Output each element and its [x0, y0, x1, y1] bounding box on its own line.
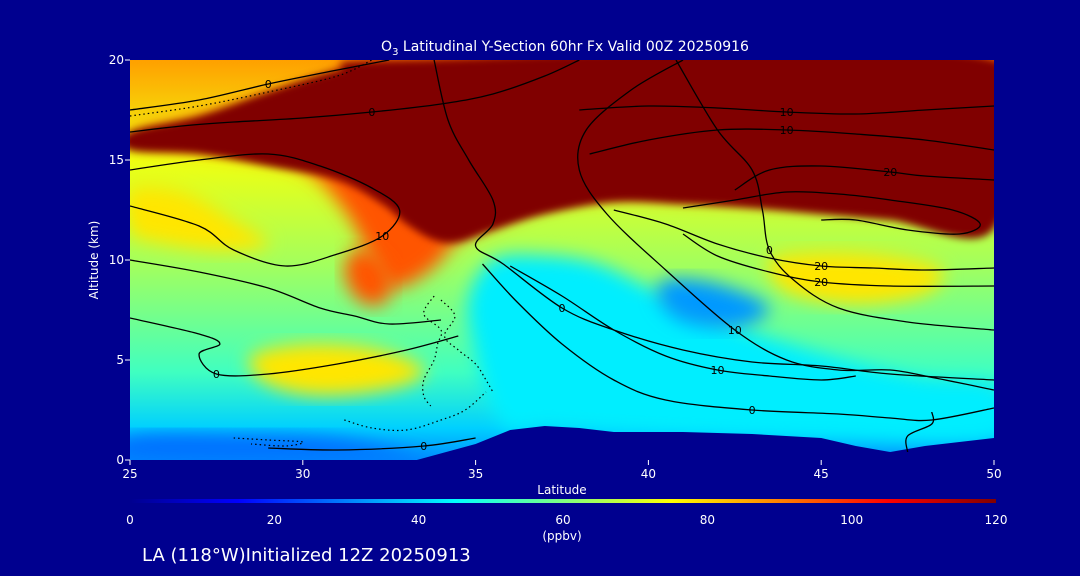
y-tick-label-0: 0 [116, 453, 124, 467]
contour-label-17: 0 [420, 440, 427, 453]
contour-label-12: 20 [814, 260, 828, 273]
contour-line-13 [682, 233, 994, 287]
contour-line-16 [905, 411, 935, 453]
y-tick-label-4: 20 [109, 53, 124, 67]
contour-label-7: 0 [766, 244, 773, 257]
contour-line-0 [130, 60, 390, 111]
region-2 [468, 255, 994, 442]
y-axis-ticks: 0 5 10 15 20 [109, 53, 130, 467]
contour-line-12 [613, 209, 994, 271]
dotted-contour-0 [130, 60, 373, 117]
x-axis-label: Latitude [537, 483, 586, 497]
chart-title-subscript: 3 [392, 47, 398, 58]
contour-line-14 [509, 265, 856, 381]
contour-label-9: 10 [780, 124, 794, 137]
x-tick-label-2: 35 [468, 467, 483, 481]
dotted-contour-4 [233, 437, 304, 447]
y-axis-label: Altitude (km) [87, 221, 101, 300]
colorbar-tick-label-6: 120 [985, 513, 1008, 527]
x-tick-label-1: 30 [295, 467, 310, 481]
contour-label-1: 0 [368, 106, 375, 119]
x-axis-ticks: 25 30 35 40 45 50 [122, 460, 1002, 481]
contour-line-6 [577, 60, 994, 391]
colorbar [130, 499, 996, 503]
contour-line-10 [734, 165, 994, 191]
region-1 [130, 60, 994, 243]
contour-line-2 [130, 153, 401, 267]
dotted-contour-1 [422, 295, 443, 407]
dotted-contour-3 [344, 391, 487, 432]
region-3 [248, 343, 426, 396]
contour-label-6: 10 [728, 324, 742, 337]
contour-label-8: 10 [780, 106, 794, 119]
footer-caption: LA (118°W)Initialized 12Z 20250913 [142, 545, 471, 566]
contour-label-5: 0 [559, 302, 566, 315]
contour-label-0: 0 [265, 78, 272, 91]
contour-label-13: 20 [814, 276, 828, 289]
y-tick-label-2: 10 [109, 253, 124, 267]
x-tick-label-4: 45 [814, 467, 829, 481]
concentration-regions [130, 60, 994, 460]
contour-label-10: 20 [883, 166, 897, 179]
colorbar-tick-label-5: 100 [840, 513, 863, 527]
region-5 [130, 186, 269, 251]
region-6 [344, 249, 393, 306]
contour-line-11 [682, 191, 981, 235]
contour-line-7 [675, 60, 994, 331]
terrain-mask [416, 426, 994, 460]
colorbar-tick-labels: 0 20 40 60 80 100 120 [126, 513, 1007, 527]
contour-lines: 0 0 10 0 0 10 0 10 10 20 20 20 10 0 0 [130, 60, 994, 453]
x-tick-label-0: 25 [122, 467, 137, 481]
chart-title: O3 Latitudinal Y-Section 60hr Fx Valid 0… [381, 39, 749, 58]
contour-line-8 [579, 105, 994, 115]
y-tick-label-3: 15 [109, 153, 124, 167]
contour-line-5 [433, 60, 994, 381]
colorbar-tick-label-3: 60 [555, 513, 570, 527]
x-tick-label-3: 40 [641, 467, 656, 481]
contour-line-1 [130, 60, 580, 133]
plot-area: 0 0 10 0 0 10 0 10 10 20 20 20 10 0 0 [130, 60, 994, 460]
contour-line-15 [482, 263, 994, 422]
region-8 [657, 278, 770, 329]
x-tick-label-5: 50 [986, 467, 1001, 481]
colorbar-tick-label-4: 80 [700, 513, 715, 527]
contour-label-15: 0 [749, 404, 756, 417]
contour-label-4: 0 [213, 368, 220, 381]
region-7 [130, 433, 442, 460]
colorbar-tick-label-1: 20 [267, 513, 282, 527]
contour-label-2: 10 [375, 230, 389, 243]
y-tick-label-1: 5 [116, 353, 124, 367]
contour-line-17 [268, 437, 476, 451]
contour-line-4 [130, 317, 459, 377]
contour-line-3 [130, 259, 442, 325]
colorbar-unit-label: (ppbv) [542, 529, 581, 543]
chart-title-prefix: O [381, 39, 392, 55]
chart-title-rest: Latitudinal Y-Section 60hr Fx Valid 00Z … [398, 39, 749, 55]
contour-label-14: 10 [711, 364, 725, 377]
colorbar-tick-label-2: 40 [411, 513, 426, 527]
negative-contour-lines [130, 60, 494, 447]
contour-line-9 [589, 128, 994, 155]
colorbar-tick-label-0: 0 [126, 513, 134, 527]
